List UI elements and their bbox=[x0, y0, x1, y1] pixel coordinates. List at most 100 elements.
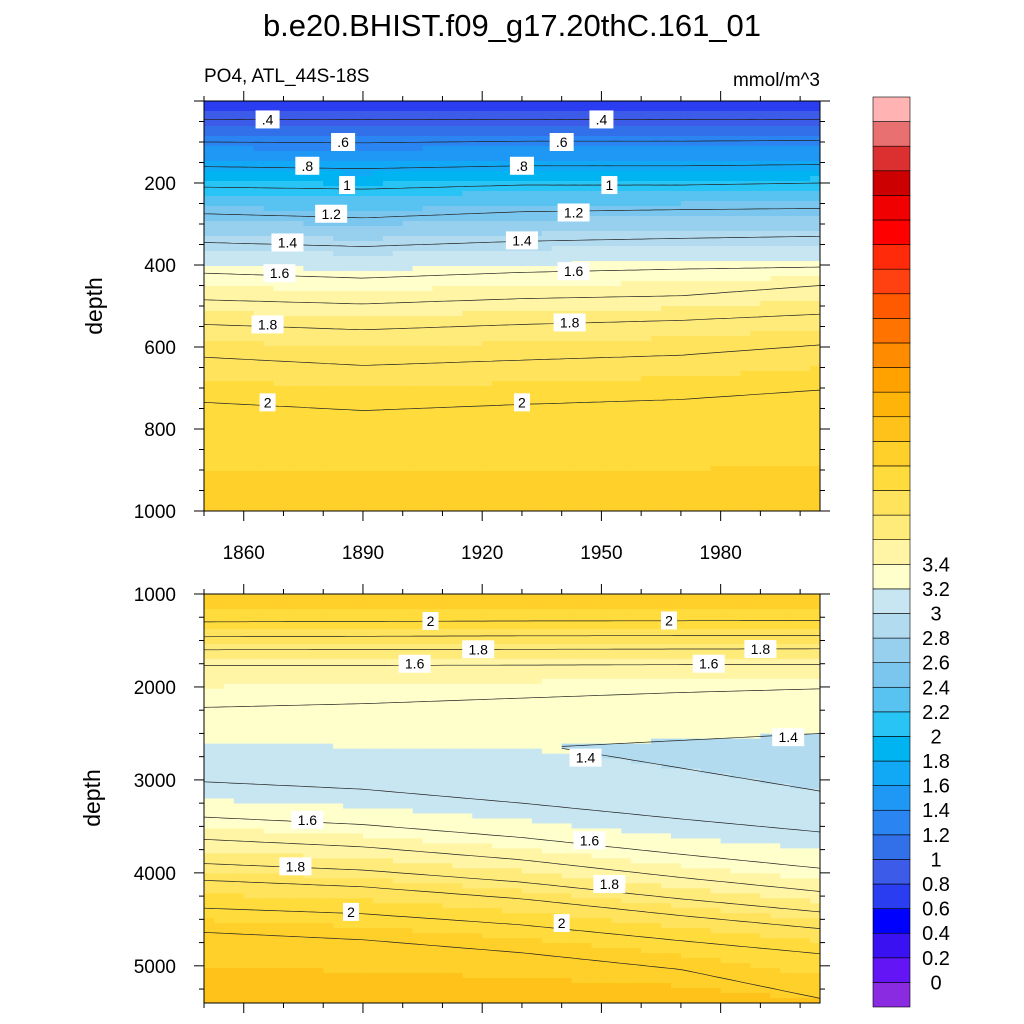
top-field-cell bbox=[690, 436, 702, 442]
top-field-cell bbox=[372, 391, 384, 397]
top-field-cell bbox=[462, 376, 473, 382]
top-field-cell bbox=[680, 371, 692, 377]
top-field-cell bbox=[432, 486, 444, 492]
top-field-cell bbox=[680, 291, 692, 297]
top-field-cell bbox=[581, 396, 593, 402]
top-field-cell bbox=[700, 336, 712, 342]
top-field-cell bbox=[462, 201, 473, 207]
top-field-cell bbox=[760, 396, 771, 402]
top-field-cell bbox=[472, 461, 483, 467]
top-field-cell bbox=[313, 366, 324, 372]
top-field-cell bbox=[661, 276, 672, 282]
top-field-cell bbox=[303, 196, 314, 202]
top-field-cell bbox=[720, 346, 732, 352]
top-field-cell bbox=[462, 176, 473, 182]
top-field-cell bbox=[790, 261, 801, 267]
top-field-cell bbox=[790, 241, 801, 247]
top-field-cell bbox=[661, 176, 672, 182]
top-field-cell bbox=[700, 456, 712, 462]
top-field-cell bbox=[661, 386, 672, 392]
top-field-cell bbox=[571, 146, 583, 152]
top-field-cell bbox=[611, 236, 622, 242]
top-field-cell bbox=[412, 241, 424, 247]
top-field-cell bbox=[700, 466, 712, 472]
top-field-cell bbox=[492, 106, 503, 112]
top-field-cell bbox=[641, 351, 652, 357]
top-field-cell bbox=[372, 441, 384, 447]
top-field-cell bbox=[472, 421, 483, 427]
top-field-cell bbox=[243, 451, 255, 457]
top-field-cell bbox=[402, 401, 414, 407]
top-field-cell bbox=[253, 356, 265, 362]
top-field-cell bbox=[432, 106, 444, 112]
top-field-cell bbox=[512, 216, 523, 222]
top-field-cell bbox=[402, 466, 414, 472]
top-field-cell bbox=[333, 481, 344, 487]
top-field-cell bbox=[591, 101, 603, 107]
top-field-cell bbox=[343, 436, 354, 442]
top-field-cell bbox=[263, 221, 275, 227]
top-field-cell bbox=[323, 471, 334, 477]
top-field-cell bbox=[213, 291, 225, 297]
top-field-cell bbox=[502, 181, 513, 187]
top-field-cell bbox=[531, 146, 543, 152]
top-field-cell bbox=[323, 396, 334, 402]
top-field-cell bbox=[581, 131, 593, 137]
top-field-cell bbox=[372, 291, 384, 297]
top-field-cell bbox=[353, 366, 364, 372]
top-field-cell bbox=[641, 371, 652, 377]
top-field-cell bbox=[670, 186, 682, 192]
top-field-cell bbox=[372, 111, 384, 117]
top-field-cell bbox=[243, 176, 255, 182]
top-field-cell bbox=[293, 271, 304, 277]
top-field-cell bbox=[730, 346, 742, 352]
top-field-cell bbox=[303, 441, 314, 447]
top-field-cell bbox=[382, 416, 394, 422]
top-field-cell bbox=[521, 381, 533, 387]
top-field-cell bbox=[571, 241, 583, 247]
top-field-cell bbox=[800, 196, 811, 202]
top-field-cell bbox=[680, 261, 692, 267]
top-field-cell bbox=[353, 416, 364, 422]
top-field-cell bbox=[502, 431, 513, 437]
top-field-cell bbox=[661, 266, 672, 272]
top-field-cell bbox=[730, 116, 742, 122]
top-field-cell bbox=[770, 221, 781, 227]
top-field-cell bbox=[253, 186, 265, 192]
top-field-cell bbox=[402, 481, 414, 487]
top-field-cell bbox=[670, 191, 682, 197]
top-field-cell bbox=[730, 171, 742, 177]
top-field-cell bbox=[442, 186, 453, 192]
top-field-cell bbox=[442, 301, 453, 307]
top-field-cell bbox=[333, 476, 344, 482]
top-field-cell bbox=[382, 236, 394, 242]
top-field-cell bbox=[402, 276, 414, 282]
top-field-cell bbox=[402, 226, 414, 232]
top-field-cell bbox=[750, 161, 761, 167]
top-field-cell bbox=[213, 191, 225, 197]
top-field-cell bbox=[581, 151, 593, 157]
top-field-cell bbox=[730, 341, 742, 347]
top-field-cell bbox=[531, 151, 543, 157]
top-field-cell bbox=[303, 246, 314, 252]
top-field-cell bbox=[263, 101, 275, 107]
top-field-cell bbox=[651, 321, 662, 327]
top-field-cell bbox=[581, 181, 593, 187]
top-field-cell bbox=[462, 426, 473, 432]
top-field-cell bbox=[293, 206, 304, 212]
top-field-cell bbox=[213, 406, 225, 412]
top-field-cell bbox=[432, 221, 444, 227]
top-field-cell bbox=[343, 281, 354, 287]
top-field-cell bbox=[422, 236, 434, 242]
top-field-cell bbox=[462, 291, 473, 297]
top-field-cell bbox=[730, 306, 742, 312]
top-field-cell bbox=[492, 116, 503, 122]
top-field-cell bbox=[472, 456, 483, 462]
top-field-cell bbox=[760, 506, 771, 511]
top-field-cell bbox=[641, 276, 652, 282]
top-field-cell bbox=[790, 191, 801, 197]
top-field-cell bbox=[233, 446, 245, 452]
top-field-cell bbox=[243, 381, 255, 387]
top-field-cell bbox=[482, 206, 493, 212]
top-field-cell bbox=[621, 451, 632, 457]
